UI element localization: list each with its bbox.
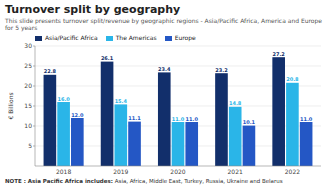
bar — [300, 122, 313, 166]
data-label: 10.1 — [243, 119, 256, 125]
bar — [128, 122, 141, 166]
x-tick-label: 2020 — [170, 168, 185, 175]
data-label: 22.8 — [44, 68, 57, 74]
data-label: 23.2 — [215, 67, 228, 73]
bar — [286, 83, 299, 166]
bar — [57, 102, 70, 166]
data-label: 27.2 — [273, 51, 286, 57]
chart-svg: 5 10 15 20 25 30 € Billions 22.8 26.1 23.4 23.2 27.… — [5, 42, 325, 178]
data-label: 16.0 — [57, 96, 70, 102]
y-tick-label: 20 — [24, 82, 32, 89]
x-tick-label: 2022 — [285, 168, 300, 175]
data-labels: 22.8 26.1 23.4 23.2 27.2 16.0 15.4 11.0 14.8 20.8… — [44, 51, 313, 125]
data-label: 26.1 — [101, 55, 114, 61]
x-axis-line — [35, 166, 321, 167]
bar — [243, 126, 256, 166]
chart-area: 5 10 15 20 25 30 € Billions 22.8 26.1 23.4 23.2 27.… — [5, 42, 325, 178]
bar — [158, 72, 171, 166]
data-label: 14.8 — [229, 100, 242, 106]
y-tick-label: 5 — [28, 142, 32, 149]
x-tick-label: 2018 — [56, 168, 71, 175]
x-tick-label: 2021 — [228, 168, 243, 175]
legend: Asia/Pacific Africa The Americas Europe — [5, 34, 325, 42]
note: NOTE : Asia Pacific Africa includes: Asi… — [5, 178, 325, 185]
x-tick-label: 2019 — [113, 168, 128, 175]
legend-item: The Americas — [106, 34, 157, 42]
bar — [215, 73, 228, 166]
bar — [172, 122, 185, 166]
data-label: 11.0 — [300, 116, 313, 122]
bar — [44, 75, 57, 166]
legend-swatch — [106, 36, 113, 41]
y-axis-label: € Billions — [7, 92, 14, 119]
y-tick-label: 15 — [24, 102, 32, 109]
y-axis-line — [35, 46, 36, 166]
legend-item: Asia/Pacific Africa — [35, 34, 98, 42]
data-label: 20.8 — [286, 76, 299, 82]
data-label: 11.0 — [172, 116, 185, 122]
bar — [114, 104, 127, 166]
bar — [229, 107, 242, 166]
bar — [272, 57, 285, 166]
note-text: Asia, Africa, Middle East, Turkey, Russi… — [115, 178, 283, 184]
grid-line — [35, 46, 321, 47]
legend-swatch — [35, 36, 42, 41]
legend-swatch — [165, 36, 172, 41]
note-text: NOTE : Asia Pacific Africa includes: — [5, 178, 113, 184]
legend-label: The Americas — [116, 34, 157, 41]
y-tick-label: 25 — [24, 62, 32, 69]
legend-label: Europe — [175, 34, 196, 41]
bar — [71, 118, 84, 166]
y-tick-label: 10 — [24, 122, 32, 129]
title: Turnover split by geography — [5, 3, 325, 16]
subtitle: This slide presents turnover split/reven… — [5, 17, 325, 31]
data-label: 23.4 — [158, 66, 171, 72]
data-label: 12.0 — [71, 112, 84, 118]
bar — [185, 122, 198, 166]
legend-item: Europe — [165, 34, 196, 42]
bars — [44, 57, 313, 166]
y-tick-label: 30 — [24, 42, 32, 49]
legend-label: Asia/Pacific Africa — [45, 34, 98, 41]
data-label: 11.1 — [128, 115, 141, 121]
data-label: 11.0 — [186, 116, 199, 122]
data-label: 15.4 — [115, 98, 128, 104]
bar — [101, 62, 114, 166]
